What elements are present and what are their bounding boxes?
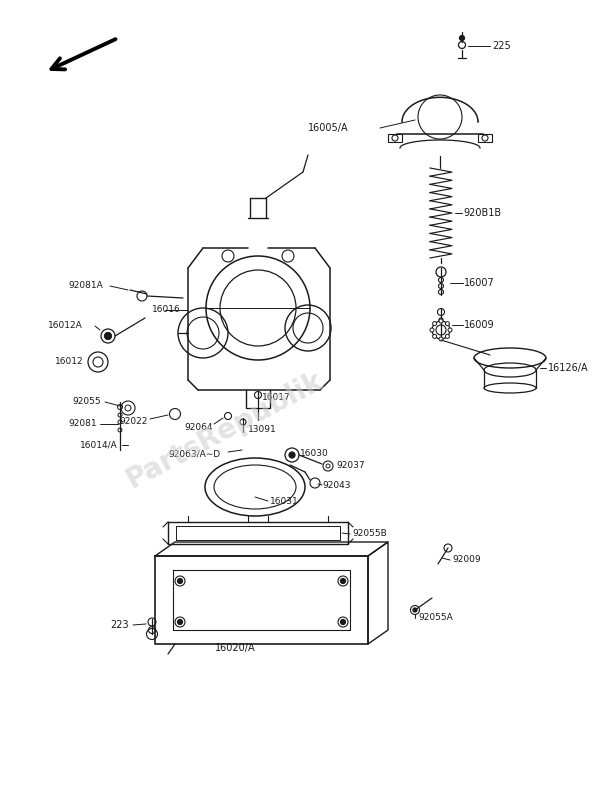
Circle shape: [341, 619, 346, 625]
Circle shape: [460, 35, 464, 41]
Circle shape: [178, 579, 182, 583]
Text: 92043: 92043: [322, 480, 350, 490]
Circle shape: [104, 333, 112, 339]
Text: 16014/A: 16014/A: [80, 440, 118, 450]
Text: 92055B: 92055B: [352, 530, 387, 539]
Text: 16016: 16016: [152, 305, 181, 315]
Circle shape: [439, 337, 443, 341]
Text: PartsRepublik: PartsRepublik: [122, 366, 328, 494]
Text: 92022: 92022: [119, 417, 148, 425]
Text: 92055: 92055: [72, 397, 101, 407]
Circle shape: [445, 334, 449, 338]
Text: 16020/A: 16020/A: [215, 643, 256, 653]
Text: 16012A: 16012A: [48, 322, 83, 330]
Circle shape: [433, 334, 437, 338]
Circle shape: [413, 608, 417, 612]
Circle shape: [178, 619, 182, 625]
Text: 92064: 92064: [185, 422, 213, 432]
Text: 16012: 16012: [55, 357, 83, 367]
Text: 92081: 92081: [68, 419, 97, 429]
Circle shape: [448, 328, 452, 332]
Circle shape: [433, 322, 437, 326]
Text: 92081A: 92081A: [68, 282, 103, 290]
Text: 16031: 16031: [270, 496, 299, 506]
Text: 16005/A: 16005/A: [308, 123, 349, 133]
Text: 92009: 92009: [452, 556, 481, 564]
Bar: [388, 134, 402, 142]
Circle shape: [439, 319, 443, 323]
Bar: [478, 134, 492, 142]
Circle shape: [289, 452, 295, 458]
Text: 16126/A: 16126/A: [548, 363, 589, 373]
Text: 920B1B: 920B1B: [463, 208, 501, 218]
Text: 92063/A∼D: 92063/A∼D: [168, 450, 220, 458]
Text: 92037: 92037: [336, 462, 365, 470]
Circle shape: [445, 322, 449, 326]
Text: 225: 225: [492, 41, 511, 51]
Text: 13091: 13091: [248, 425, 277, 435]
Text: 16007: 16007: [464, 278, 495, 288]
Text: 16030: 16030: [300, 448, 329, 458]
Text: 92055A: 92055A: [418, 614, 453, 623]
Text: 16017: 16017: [262, 392, 291, 401]
Circle shape: [430, 328, 434, 332]
Text: 16009: 16009: [464, 320, 494, 330]
Circle shape: [341, 579, 346, 583]
Text: 223: 223: [110, 620, 128, 630]
